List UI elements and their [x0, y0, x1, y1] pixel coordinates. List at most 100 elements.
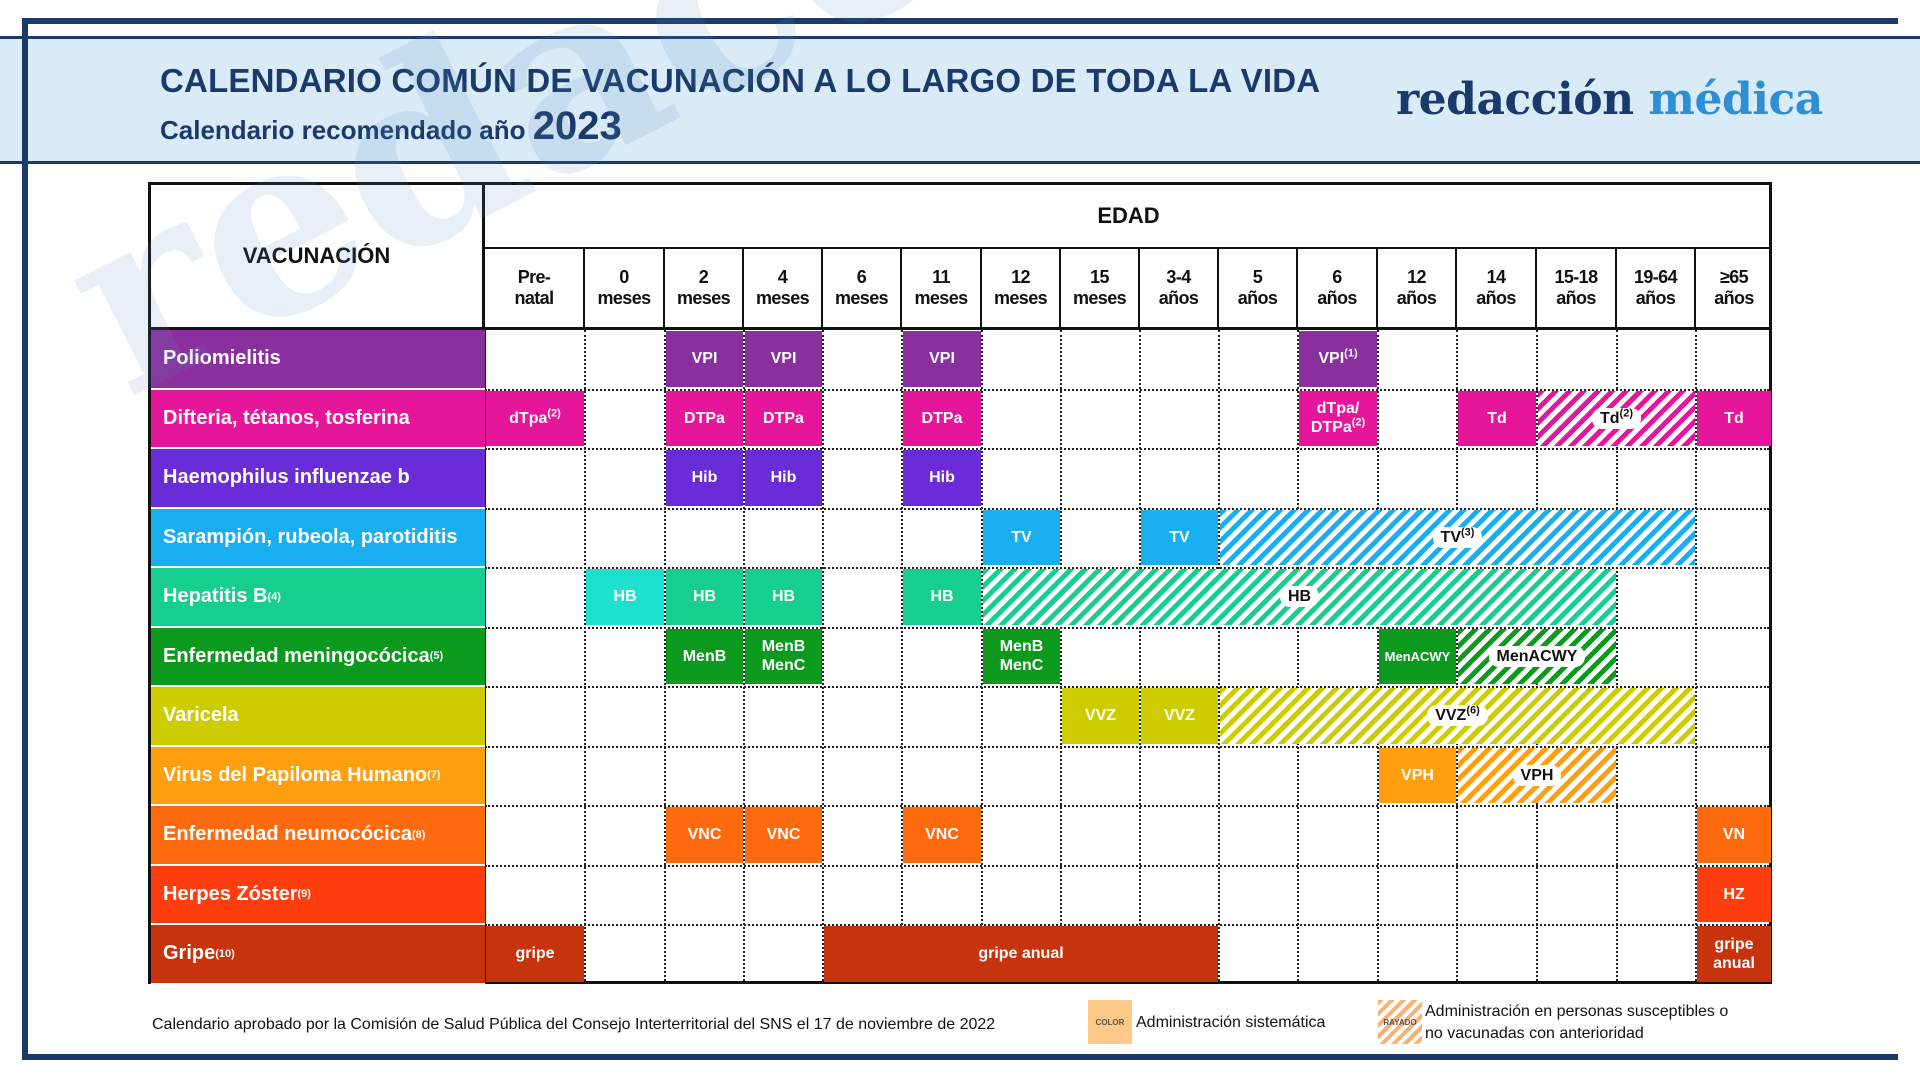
age-header-unit: meses: [1072, 288, 1127, 308]
scheduled-dose-cell: Hib: [745, 450, 822, 506]
column-divider: [1060, 330, 1062, 981]
age-header-13: 15-18 años: [1537, 249, 1617, 330]
scheduled-dose-cell: DTPa: [903, 390, 981, 446]
column-divider: [1139, 330, 1141, 981]
column-divider: [1218, 330, 1220, 981]
footnote-ref: (2): [547, 407, 561, 420]
age-header-value: 4: [777, 267, 788, 287]
dose-label: VPI(1): [1318, 347, 1358, 368]
footnote-ref: (6): [1466, 704, 1480, 717]
age-header-unit: meses: [676, 288, 731, 308]
age-header-value: 6: [1332, 267, 1342, 287]
dose-label: TV(3): [1432, 526, 1483, 548]
vaccine-name: Varicela: [163, 704, 239, 727]
vaccine-name: Hepatitis B: [163, 585, 268, 608]
age-header-unit: años: [1556, 288, 1596, 308]
age-header-unit: meses: [597, 288, 651, 308]
dose-label: MenB MenC: [761, 638, 806, 675]
dose-label: Hib: [691, 469, 718, 487]
column-divider: [1456, 330, 1458, 981]
age-header-14: 19-64 años: [1617, 249, 1696, 330]
dose-label: gripe: [515, 945, 555, 963]
age-header-value: Pre-: [517, 267, 551, 287]
row-divider: [485, 864, 1769, 867]
scheduled-dose-cell: VPH: [1379, 747, 1456, 803]
row-divider: [485, 448, 1769, 450]
scheduled-dose-cell: DTPa: [745, 390, 822, 446]
scheduled-dose-cell: MenB MenC: [983, 628, 1060, 684]
age-header-value: 19-64: [1633, 267, 1678, 287]
vaccine-name: Gripe: [163, 942, 216, 965]
logo-word-1: redacción: [1396, 74, 1634, 125]
dose-label: VPI: [691, 350, 718, 368]
vaccine-row-label: Sarampión, rubeola, parotiditis: [151, 508, 485, 568]
age-header-unit: meses: [834, 288, 889, 308]
age-header-value: 0: [619, 267, 629, 287]
age-header-value: 5: [1252, 267, 1263, 287]
dose-label: DTPa: [684, 409, 725, 427]
age-header-value: 15-18: [1554, 267, 1598, 287]
age-header-3: 4 meses: [744, 249, 823, 330]
age-header-12: 14 años: [1457, 249, 1537, 330]
scheduled-dose-cell: dTpa/DTPa(2): [1299, 390, 1377, 446]
age-header-2: 2 meses: [665, 249, 744, 330]
scheduled-dose-cell: MenB: [666, 628, 743, 684]
column-divider: [1695, 330, 1697, 981]
scheduled-dose-cell: DTPa: [666, 390, 743, 446]
vaccine-row-label: Varicela: [151, 687, 485, 747]
dose-label: gripe anual: [978, 945, 1064, 963]
age-header-15: ≥65 años: [1696, 249, 1772, 330]
column-divider: [1297, 330, 1299, 981]
dose-label: HB: [930, 588, 954, 606]
dose-label: MenB: [682, 647, 727, 665]
column-divider: [1616, 330, 1618, 981]
vaccine-name: Enfermedad meningocócica: [163, 644, 430, 667]
dose-label: Hib: [770, 469, 797, 487]
footnote-ref: (1): [1344, 347, 1358, 360]
vaccine-row-label: Poliomielitis: [151, 330, 485, 390]
scheduled-dose-cell: HB: [666, 569, 743, 625]
scheduled-dose-cell: VPI: [666, 331, 743, 387]
dose-label: HZ: [1723, 885, 1745, 903]
vaccine-name: Haemophilus influenzae b: [163, 466, 410, 489]
age-header-0: Pre-natal: [485, 249, 585, 330]
scheduled-dose-cell: VVZ: [1141, 688, 1218, 744]
vaccine-name: Virus del Papiloma Humano: [163, 763, 428, 786]
dose-label: VPI: [770, 350, 797, 368]
row-divider: [485, 626, 1769, 629]
scheduled-dose-cell: HB: [745, 569, 822, 625]
row-divider: [485, 388, 1769, 391]
logo-word-2: médica: [1648, 74, 1823, 125]
header-band: [0, 36, 1920, 164]
scheduled-dose-cell: VN: [1697, 807, 1771, 863]
page-subtitle: Calendario recomendado año 2023: [160, 104, 622, 149]
age-header-1: 0 meses: [585, 249, 665, 330]
footnote-ref: (2): [1351, 416, 1366, 429]
dose-label: Td(2): [1592, 407, 1641, 429]
column-divider: [981, 330, 983, 981]
scheduled-dose-cell: VVZ: [1062, 688, 1139, 744]
age-header-value: ≥65: [1719, 267, 1749, 287]
age-header-10: 6 años: [1298, 249, 1378, 330]
vaccine-name: Enfermedad neumocócica: [163, 823, 412, 846]
legend-stripe-swatch: RAYADO: [1378, 1000, 1422, 1044]
scheduled-dose-cell: MenACWY: [1379, 628, 1456, 684]
row-divider: [485, 745, 1769, 748]
vaccine-row-label: Enfermedad meningocócica (5): [151, 627, 485, 687]
age-header-9: 5 años: [1219, 249, 1298, 330]
dose-label: DTPa: [921, 409, 963, 427]
vaccine-name: Sarampión, rubeola, parotiditis: [163, 525, 458, 548]
dose-label: VNC: [925, 826, 959, 844]
column-divider: [743, 330, 745, 981]
dose-label: Hib: [929, 469, 955, 487]
legend-color-swatch: COLOR: [1088, 1000, 1132, 1044]
age-header-unit: años: [1476, 288, 1516, 308]
scheduled-dose-cell: gripe: [486, 926, 584, 982]
age-header-4: 6 meses: [823, 249, 902, 330]
dose-label: dTpa(2): [509, 407, 561, 427]
footnote-ref: (3): [1461, 526, 1475, 539]
column-divider: [1377, 330, 1379, 981]
age-header-11: 12 años: [1378, 249, 1457, 330]
scheduled-dose-cell: gripe anual: [824, 926, 1218, 982]
age-header-value: 3-4: [1166, 267, 1191, 287]
